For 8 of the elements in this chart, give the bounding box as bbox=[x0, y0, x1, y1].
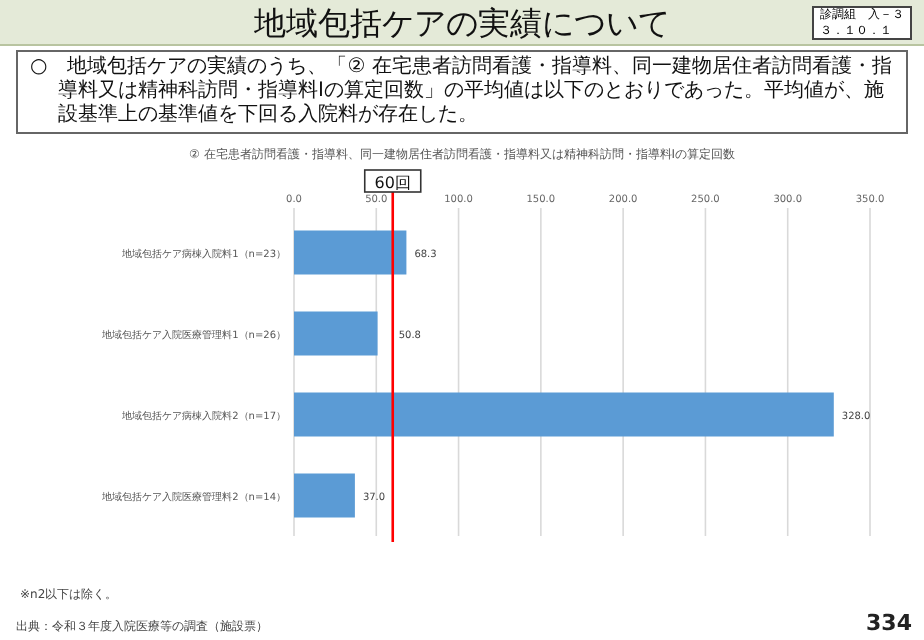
ref-line-label: 60回 bbox=[374, 174, 411, 192]
bar bbox=[294, 473, 355, 518]
chart-title: 地域包括ケアの実績について bbox=[254, 4, 670, 42]
text: ○ 地域包括ケアの実績のうち、「② 在宅患者訪問看護・指導料、同一建物居住者訪問看護・指導料又は精神科訪問・指導料Ⅰの算定回数」の平均値は以下のとおりであった。平均値が、施設基準上の基準値を下回る入院料が存在した。 bbox=[16, 50, 908, 134]
bar bbox=[294, 392, 834, 437]
bar bbox=[294, 311, 378, 356]
text: 334 bbox=[866, 610, 912, 636]
bar bbox=[294, 230, 407, 275]
